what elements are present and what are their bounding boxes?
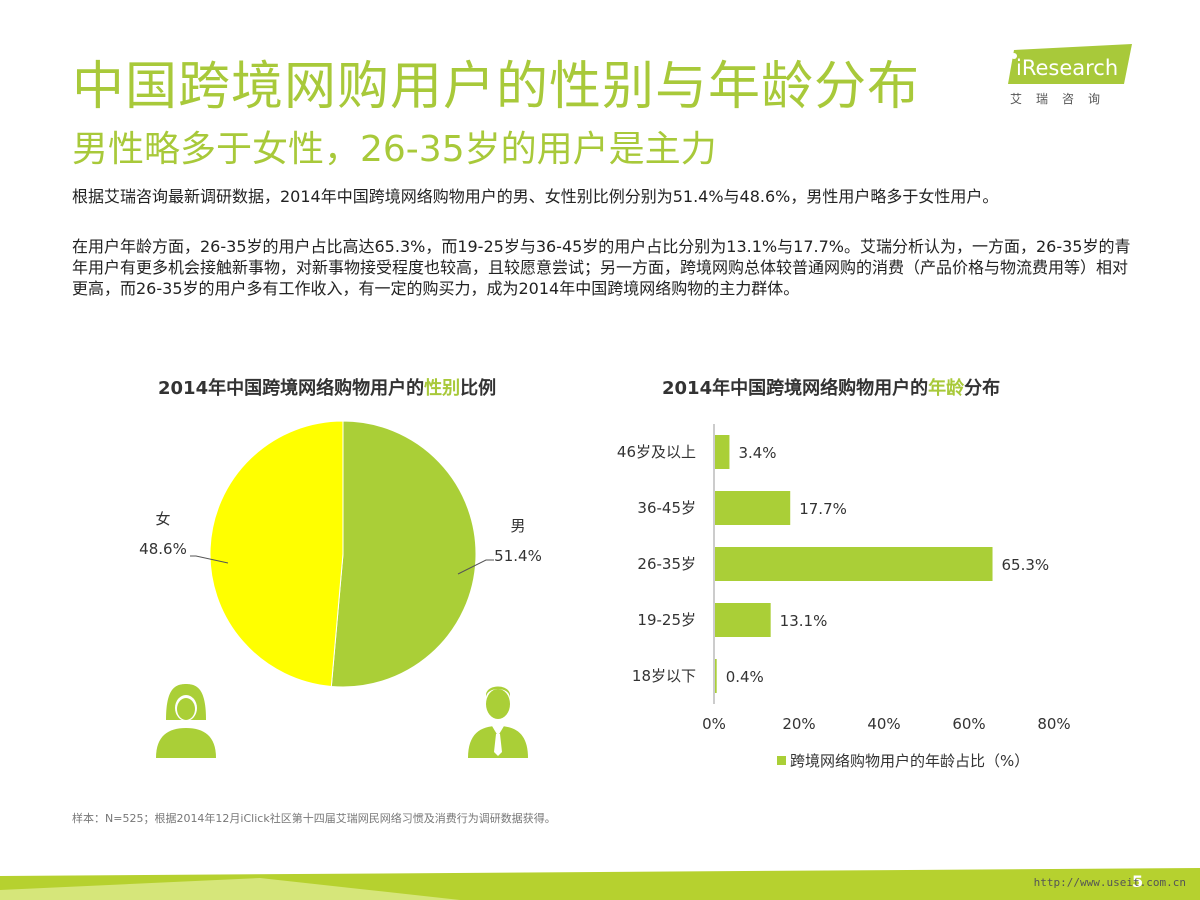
bar-2 — [715, 547, 993, 581]
legend-swatch — [777, 756, 786, 765]
bar-0 — [715, 435, 730, 469]
male-user-icon — [468, 686, 528, 758]
pie-slice-male — [330, 420, 477, 688]
iresearch-logo: iResearch — [1008, 44, 1132, 84]
pie-label-female: 女 — [155, 510, 170, 528]
bar-category-label: 18岁以下 — [632, 667, 696, 685]
bar-value-label: 3.4% — [738, 444, 776, 462]
bar-value-label: 65.3% — [1002, 556, 1050, 574]
logo-subtext: 艾瑞咨询 — [1010, 92, 1115, 106]
bar-category-label: 19-25岁 — [637, 611, 696, 629]
pie-value-female: 48.6% — [139, 540, 187, 558]
pie-label-male: 男 — [510, 517, 525, 535]
bar-value-label: 17.7% — [799, 500, 847, 518]
legend-label: 跨境网络购物用户的年龄占比（%） — [790, 752, 1029, 770]
leader-line-male — [457, 559, 494, 575]
footer-bar — [0, 868, 1200, 900]
sample-note: 样本：N=525；根据2014年12月iClick社区第十四届艾瑞网民网络习惯及… — [72, 812, 556, 825]
x-tick-label: 40% — [867, 715, 900, 733]
pie-slice-female — [209, 420, 344, 688]
paragraph-age: 在用户年龄方面，26-35岁的用户占比高达65.3%，而19-25岁与36-45… — [72, 237, 1131, 298]
female-user-icon — [156, 684, 216, 758]
x-tick-label: 20% — [782, 715, 815, 733]
x-tick-label: 80% — [1037, 715, 1070, 733]
pie-value-male: 51.4% — [494, 547, 542, 565]
age-bar-chart: 46岁及以上 3.4% 36-45岁 17.7% 26-35岁 65.3% 19-25岁 13… — [617, 424, 1071, 770]
bar-value-label: 13.1% — [780, 612, 828, 630]
pie-chart-title: 2014年中国跨境网络购物用户的性别比例 — [158, 378, 497, 399]
bar-4 — [715, 659, 717, 693]
leader-line-female — [190, 555, 229, 564]
watermark: http://www.useit.com.cn — [1033, 876, 1186, 889]
bar-1 — [715, 491, 791, 525]
bar-3 — [715, 603, 771, 637]
page-title: 中国跨境网购用户的性别与年龄分布 — [72, 57, 921, 117]
gender-pie-chart: 男 51.4% 女 48.6% — [139, 420, 542, 758]
page-subtitle: 男性略多于女性，26-35岁的用户是主力 — [72, 129, 717, 170]
x-tick-label: 60% — [952, 715, 985, 733]
page-number: 5 — [1132, 872, 1144, 891]
bar-category-label: 46岁及以上 — [617, 443, 696, 461]
logo-text: iResearch — [1016, 56, 1118, 80]
bar-value-label: 0.4% — [726, 668, 764, 686]
paragraph-gender: 根据艾瑞咨询最新调研数据，2014年中国跨境网络购物用户的男、女性别比例分别为5… — [72, 187, 999, 206]
bar-category-label: 26-35岁 — [637, 555, 696, 573]
bar-chart-title: 2014年中国跨境网络购物用户的年龄分布 — [662, 378, 1001, 399]
x-tick-label: 0% — [702, 715, 726, 733]
bar-category-label: 36-45岁 — [637, 499, 696, 517]
